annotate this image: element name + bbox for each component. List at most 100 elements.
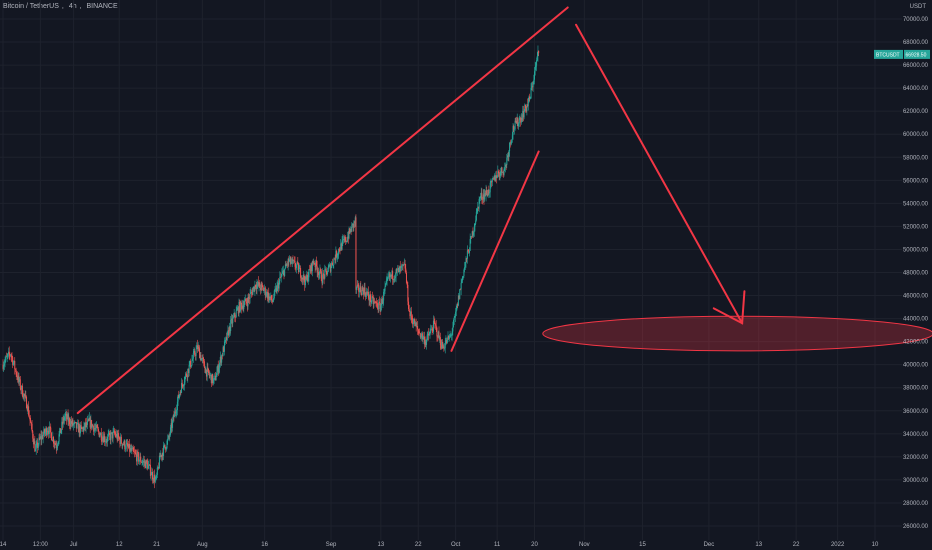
symbol-title[interactable]: Bitcoin / TetherUS: [3, 3, 59, 10]
candle-body: [423, 336, 425, 345]
candle-body: [223, 341, 225, 352]
candle-body: [134, 452, 136, 454]
candle-body: [370, 301, 372, 303]
candle-body: [421, 333, 423, 340]
candle-body: [238, 302, 240, 314]
candle-body: [493, 175, 495, 180]
candle-body: [24, 395, 26, 397]
candle-body: [236, 309, 238, 311]
candle-body: [408, 301, 410, 310]
candle-body: [270, 295, 272, 298]
candle-body: [494, 175, 496, 181]
candle-body: [92, 424, 94, 427]
candle-body: [17, 376, 19, 380]
candle-body: [535, 65, 537, 68]
candle-body: [468, 250, 470, 254]
candle-body: [366, 292, 368, 294]
candle-body: [495, 175, 497, 181]
candle-body: [342, 239, 344, 240]
candle-body: [345, 241, 347, 242]
candle-body: [328, 265, 330, 268]
candle-body: [462, 276, 464, 281]
candle-body: [47, 430, 49, 433]
candle-body: [520, 117, 522, 123]
candle-body: [61, 421, 63, 430]
candle-body: [112, 431, 114, 439]
candle-body: [194, 351, 196, 356]
candle-body: [343, 239, 345, 241]
interval-label[interactable]: 4h: [68, 3, 77, 10]
candle-body: [221, 355, 223, 363]
candle-body: [119, 438, 121, 444]
candle-body: [29, 417, 31, 421]
candle-body: [67, 414, 69, 422]
y-tick-label: 64000.00: [903, 86, 929, 92]
candle-body: [360, 292, 362, 295]
candle-body: [504, 167, 506, 169]
candle-body: [378, 301, 380, 310]
candle-body: [441, 341, 443, 349]
candle-body: [519, 118, 521, 120]
candle-body: [191, 360, 193, 366]
exchange-label: BINANCE: [86, 3, 118, 10]
candle-body: [246, 302, 248, 304]
candle-body: [101, 440, 103, 441]
candle-body: [368, 297, 370, 301]
forecast-arrow: [575, 23, 744, 325]
candle-body: [501, 167, 503, 173]
candle-body: [346, 241, 348, 242]
candle-body: [484, 192, 486, 200]
x-tick-label: Nov: [579, 542, 590, 548]
candle-body: [68, 418, 70, 425]
candle-body: [228, 330, 230, 336]
candle-body: [125, 443, 127, 449]
candle-body: [352, 223, 354, 228]
candle-body: [130, 448, 132, 451]
candle-body: [234, 313, 236, 318]
candle-body: [483, 194, 485, 200]
candle-body: [46, 432, 48, 435]
candle-body: [524, 104, 526, 112]
candle-body: [414, 322, 416, 327]
candle-body: [217, 365, 219, 373]
candle-body: [295, 266, 297, 269]
candle-body: [450, 335, 452, 336]
candle-body: [307, 277, 309, 282]
candle-body: [12, 362, 14, 365]
candle-body: [244, 298, 246, 302]
candle-body: [99, 435, 101, 437]
candle-body: [33, 441, 35, 445]
candle-body: [280, 276, 282, 278]
candle-body: [195, 349, 197, 356]
candle-body: [351, 223, 353, 225]
candle-body: [484, 192, 486, 196]
candle-body: [528, 96, 530, 102]
candle-body: [244, 301, 246, 306]
candle-body: [511, 139, 513, 143]
candle-body: [117, 433, 119, 440]
candle-body: [309, 269, 311, 272]
candle-body: [151, 471, 153, 475]
candle-body: [103, 436, 105, 442]
candle-body: [508, 151, 510, 157]
candle-body: [6, 356, 8, 357]
candle-body: [179, 391, 181, 395]
candle-body: [354, 217, 356, 223]
candle-body: [316, 260, 318, 267]
candle-body: [149, 464, 151, 476]
candle-body: [212, 374, 214, 383]
candle-body: [354, 221, 356, 223]
candle-body: [418, 331, 420, 333]
candle-body: [25, 395, 27, 397]
candle-body: [97, 427, 99, 430]
candle-body: [300, 277, 302, 280]
candle-body: [302, 274, 304, 280]
candle-body: [498, 171, 500, 174]
candle-body: [488, 189, 490, 194]
candle-body: [388, 273, 390, 277]
candle-body: [73, 422, 75, 425]
candle-body: [497, 171, 499, 177]
candle-body: [173, 415, 175, 418]
candle-body: [457, 303, 459, 306]
